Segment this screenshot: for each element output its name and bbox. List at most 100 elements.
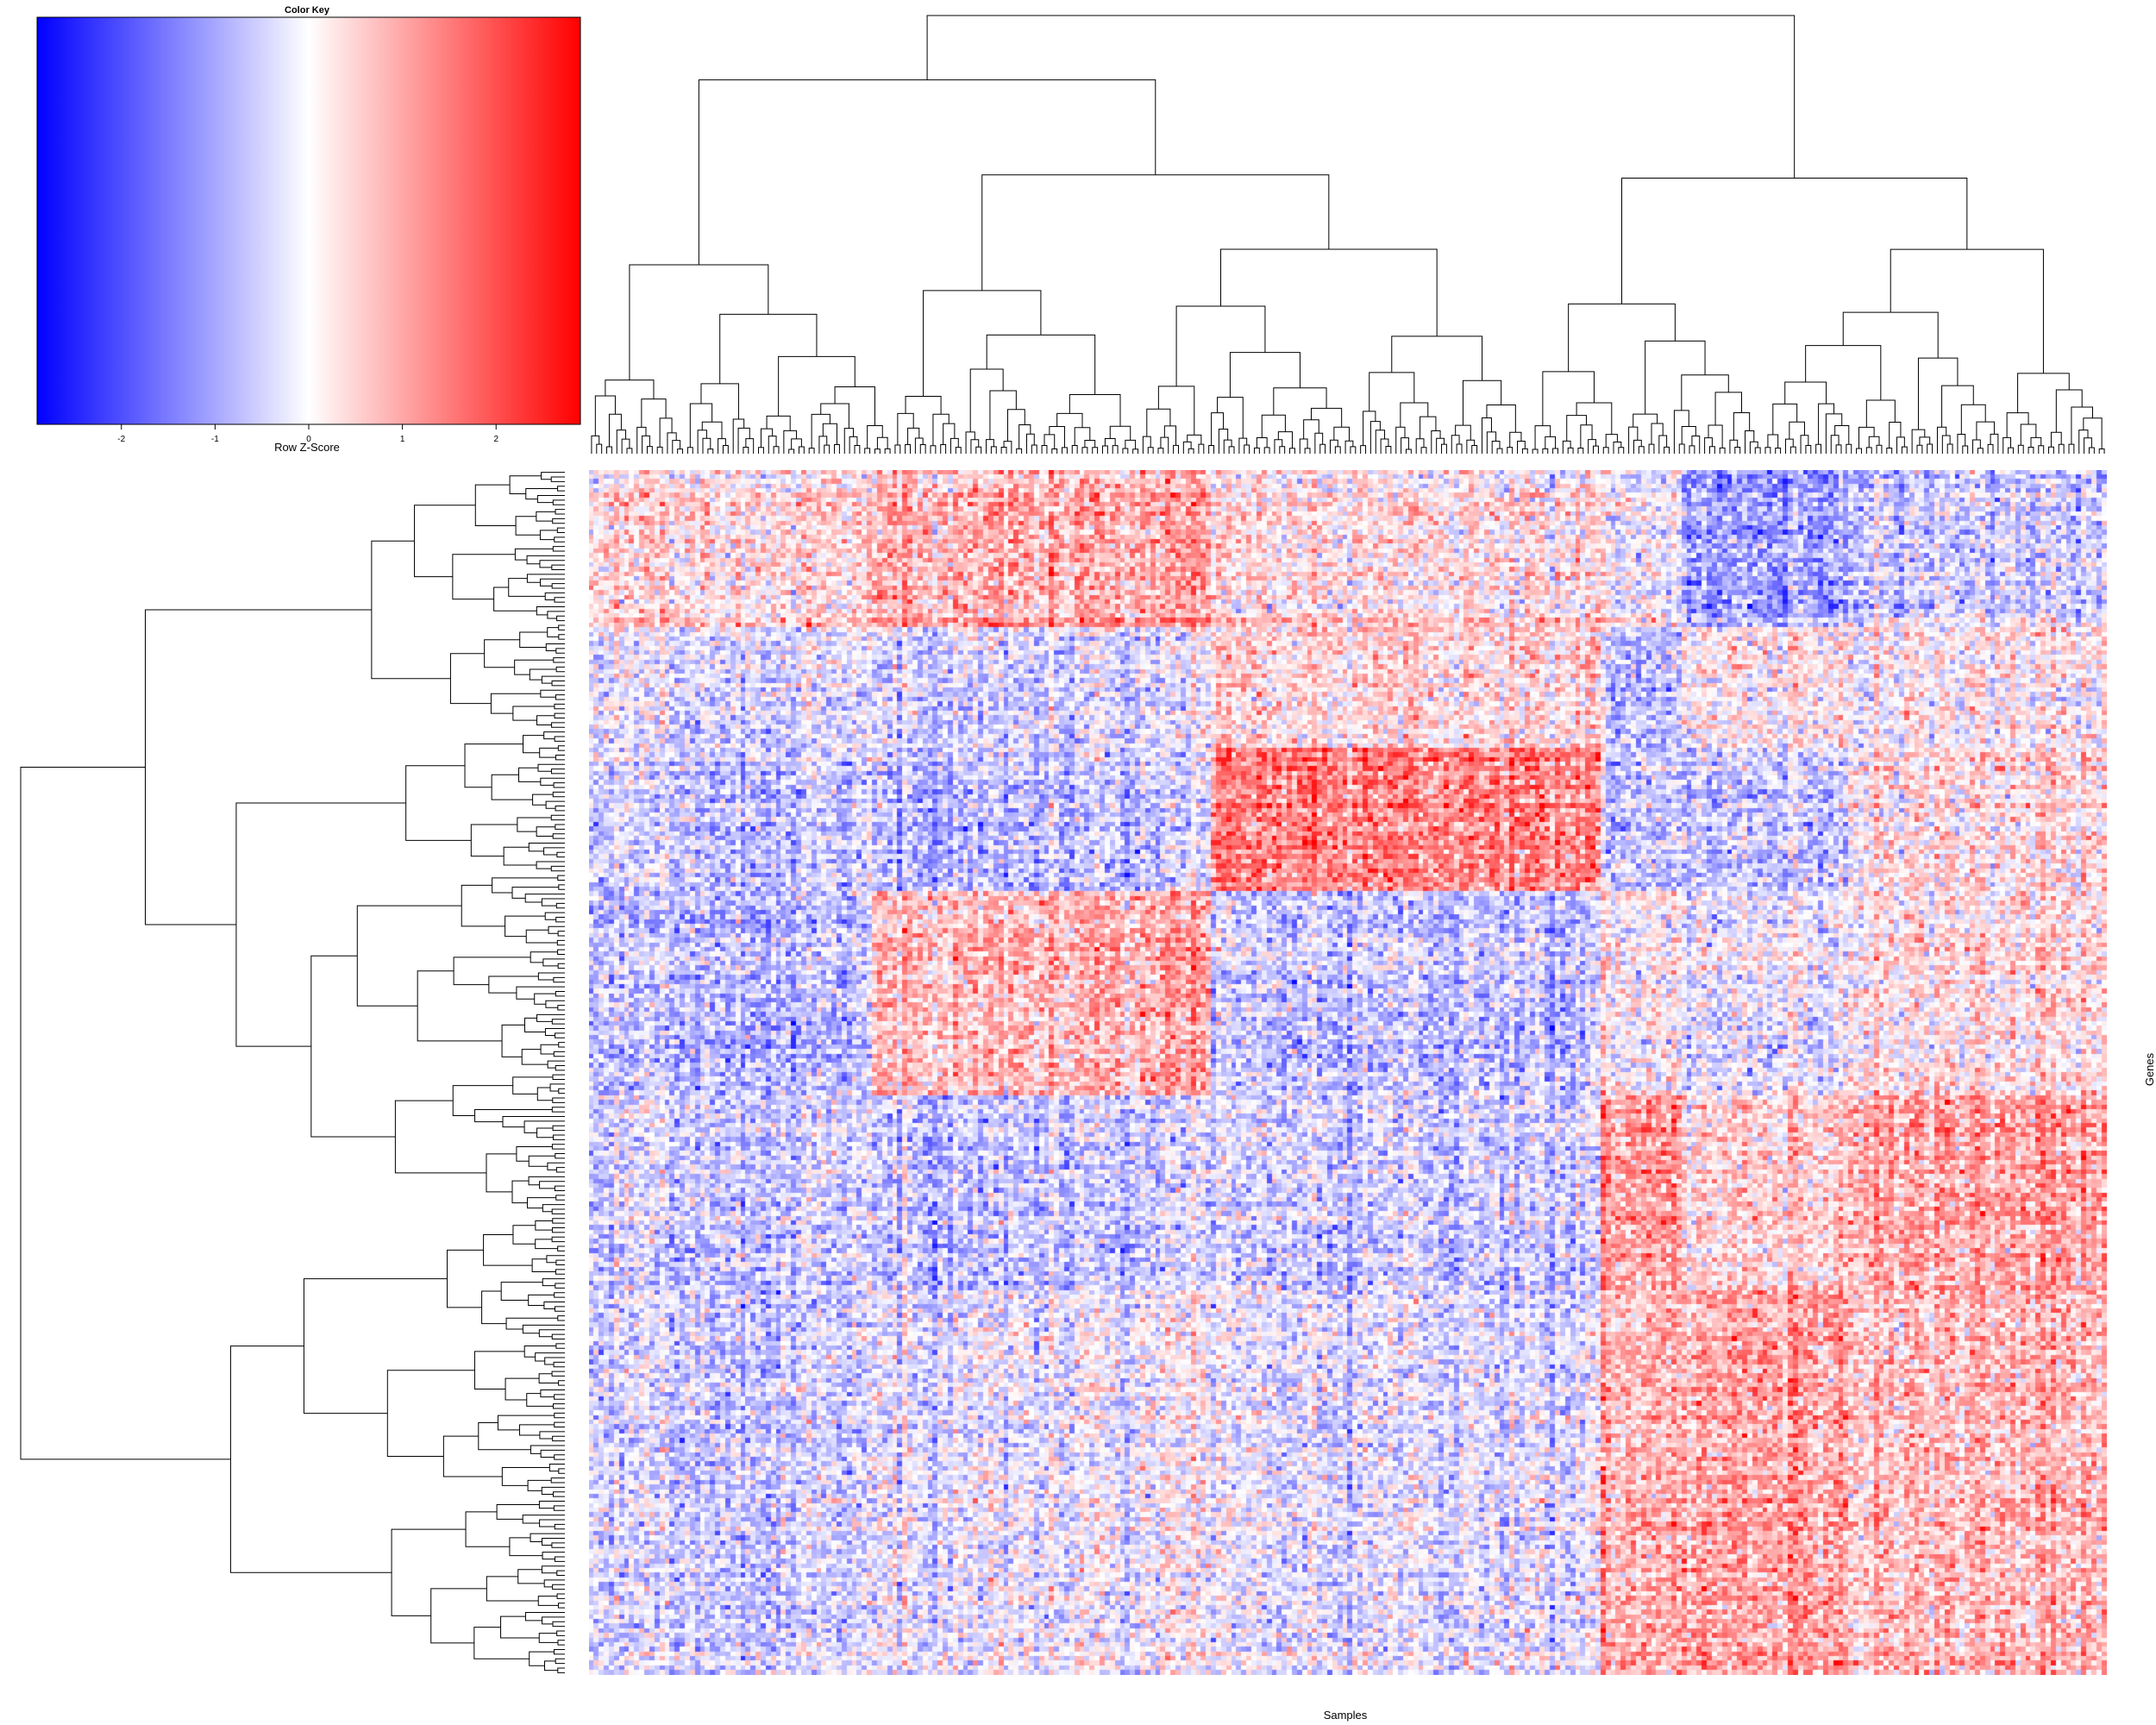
dendrogram-branch xyxy=(1568,303,1676,372)
dendrogram-branch xyxy=(417,970,503,1042)
dendrogram-branch xyxy=(545,643,565,652)
dendrogram-branch xyxy=(1109,425,1131,441)
dendrogram-branch xyxy=(940,443,947,454)
dendrogram-branch xyxy=(542,958,565,967)
dendrogram-branch xyxy=(542,1537,565,1546)
dendrogram-branch xyxy=(555,648,565,654)
dendrogram-branch xyxy=(555,806,565,812)
dendrogram-branch xyxy=(539,530,558,541)
dendrogram-branch xyxy=(1588,439,1596,454)
dendrogram-branch xyxy=(530,1445,565,1454)
dendrogram-branch xyxy=(554,1421,565,1428)
dendrogram-branch xyxy=(552,1621,565,1628)
dendrogram-branch xyxy=(874,448,881,454)
dendrogram-branch xyxy=(955,447,962,454)
dendrogram-branch xyxy=(552,546,565,552)
dendrogram-branch xyxy=(2008,447,2014,454)
dendrogram-branch xyxy=(554,597,565,603)
dendrogram-branch xyxy=(531,1258,556,1273)
dendrogram-branch xyxy=(1577,448,1584,454)
heatmap-cells xyxy=(589,470,2107,1675)
dendrogram-branch xyxy=(1708,424,1723,448)
dendrogram-branch xyxy=(981,174,1330,291)
dendrogram-branch xyxy=(525,487,558,500)
dendrogram-branch xyxy=(1889,422,1902,448)
dendrogram-branch xyxy=(1329,439,1338,454)
dendrogram-branch xyxy=(557,963,565,969)
dendrogram-branch xyxy=(535,1239,558,1250)
dendrogram-branch xyxy=(626,448,633,454)
dendrogram-branch xyxy=(1486,431,1497,454)
dendrogram-branch xyxy=(1420,447,1427,454)
dendrogram-branch xyxy=(521,1049,548,1065)
dendrogram-branch xyxy=(555,1259,565,1265)
dendrogram-branch xyxy=(544,592,565,600)
dendrogram-branch xyxy=(558,884,565,890)
dendrogram-branch xyxy=(1436,437,1445,454)
dendrogram-branch xyxy=(986,439,994,454)
dendrogram-branch xyxy=(1567,447,1574,454)
dendrogram-branch xyxy=(1767,434,1779,448)
dendrogram-branch xyxy=(1256,436,1268,448)
dendrogram-branch xyxy=(672,440,681,454)
dendrogram-branch xyxy=(552,1125,565,1132)
dendrogram-branch xyxy=(1835,444,1842,454)
dendrogram-branch xyxy=(551,564,565,571)
dendrogram-branch xyxy=(493,586,537,612)
dendrogram-branch xyxy=(1957,433,1966,454)
dendrogram-branch xyxy=(1415,438,1425,454)
dendrogram-branch xyxy=(1218,429,1229,454)
dendrogram-branch xyxy=(1927,443,1934,454)
dendrogram-branch xyxy=(514,659,554,675)
dendrogram-branch xyxy=(555,1153,565,1159)
dendrogram-branch xyxy=(556,1570,565,1576)
dendrogram-branch xyxy=(541,1486,565,1495)
dendrogram-branch xyxy=(505,1377,540,1401)
dendrogram-branch xyxy=(553,1134,565,1140)
dendrogram-branch xyxy=(447,1249,484,1308)
dendrogram-branch xyxy=(557,1315,565,1321)
dendrogram-branch xyxy=(452,554,516,600)
dendrogram-branch xyxy=(528,1176,565,1186)
dendrogram-branch xyxy=(511,1180,530,1204)
dendrogram-branch xyxy=(542,1204,565,1213)
dendrogram-branch xyxy=(554,1185,565,1192)
dendrogram-branch xyxy=(1532,448,1539,454)
dendrogram-branch xyxy=(1369,372,1415,411)
color-key-title: Color Key xyxy=(285,5,330,16)
dendrogram-branch xyxy=(553,1361,565,1368)
dendrogram-branch xyxy=(783,430,798,454)
dendrogram-branch xyxy=(552,1218,565,1224)
x-axis-label: Samples xyxy=(1324,1709,1368,1722)
dendrogram-branch xyxy=(1471,445,1478,454)
dendrogram-branch xyxy=(719,313,818,384)
dendrogram-branch xyxy=(2055,389,2083,433)
dendrogram-branch xyxy=(536,511,556,522)
dendrogram-branch xyxy=(512,706,555,721)
dendrogram-branch xyxy=(523,1017,546,1032)
dendrogram-branch xyxy=(1576,402,1613,435)
dendrogram-branch xyxy=(1638,446,1645,454)
dendrogram-branch xyxy=(556,1630,565,1636)
dendrogram-branch xyxy=(1754,447,1761,454)
dendrogram-branch xyxy=(1618,447,1625,454)
dendrogram-branch xyxy=(2028,447,2034,454)
dendrogram-branch xyxy=(1132,448,1139,454)
dendrogram-branch xyxy=(525,929,558,944)
dendrogram-branch xyxy=(1031,444,1037,454)
dendrogram-branch xyxy=(1456,443,1463,454)
dendrogram-branch xyxy=(1157,386,1195,436)
dendrogram-branch xyxy=(636,426,647,454)
dendrogram-branch xyxy=(965,431,975,454)
dendrogram-branch xyxy=(596,443,603,454)
dendrogram-branch xyxy=(544,1357,565,1365)
dendrogram-branch xyxy=(473,1627,530,1659)
dendrogram-branch xyxy=(551,768,565,775)
dendrogram-branch xyxy=(144,609,372,925)
dendrogram-branch xyxy=(884,448,891,454)
dendrogram-branch xyxy=(551,1107,565,1113)
dendrogram-branch xyxy=(1916,444,1923,454)
dendrogram-branch xyxy=(557,1667,565,1673)
dendrogram-branch xyxy=(503,846,537,866)
dendrogram-branch xyxy=(478,1422,531,1451)
